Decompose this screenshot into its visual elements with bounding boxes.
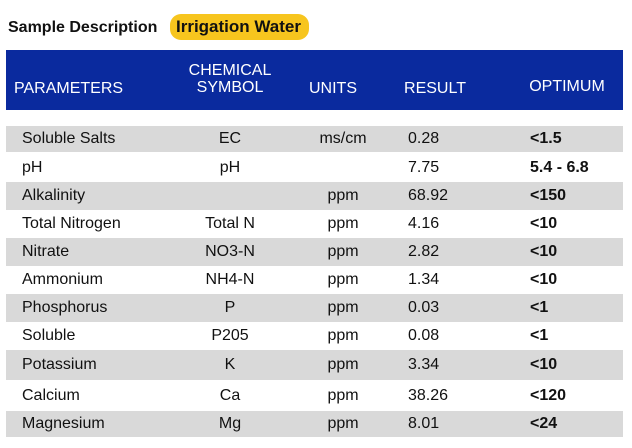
cell-parameter: Nitrate	[22, 243, 70, 260]
cell-result: 0.08	[408, 327, 440, 344]
cell-symbol: Total N	[205, 215, 255, 232]
cell-optimum: <1.5	[530, 130, 562, 147]
cell-symbol: pH	[219, 159, 241, 176]
table-row: Alkalinity ppm 68.92 <150	[6, 182, 623, 210]
table-row: pH pH 7.75 5.4 - 6.8	[6, 154, 623, 182]
cell-parameter: Calcium	[22, 387, 80, 404]
cell-units: ppm	[327, 356, 359, 373]
table-row: Ammonium NH4-N ppm 1.34 <10	[6, 266, 623, 294]
cell-optimum: <120	[530, 387, 567, 404]
cell-optimum: <24	[530, 415, 558, 432]
cell-parameter: pH	[22, 159, 43, 176]
table-row: Soluble Salts EC ms/cm 0.28 <1.5	[6, 126, 623, 152]
cell-optimum: <1	[530, 299, 549, 316]
table-row: Soluble P205 ppm 0.08 <1	[6, 322, 623, 350]
cell-parameter: Soluble	[22, 327, 76, 344]
cell-units: ms/cm	[319, 130, 367, 147]
cell-optimum: <10	[530, 356, 558, 373]
cell-optimum: <10	[530, 271, 558, 288]
cell-result: 7.75	[408, 159, 440, 176]
cell-symbol: P205	[211, 327, 249, 344]
header-optimum: OPTIMUM	[529, 78, 605, 95]
cell-optimum: <1	[530, 327, 549, 344]
cell-optimum: <10	[530, 243, 558, 260]
sample-description-label: Sample Description	[8, 19, 158, 36]
cell-parameter: Potassium	[22, 356, 97, 373]
header-parameters: PARAMETERS	[14, 80, 124, 97]
cell-result: 3.34	[408, 356, 440, 373]
cell-symbol: EC	[218, 130, 242, 147]
cell-result: 68.92	[408, 187, 449, 204]
cell-result: 8.01	[408, 415, 440, 432]
table-row: Calcium Ca ppm 38.26 <120	[6, 380, 623, 411]
cell-units: ppm	[327, 415, 359, 432]
cell-parameter: Ammonium	[22, 271, 103, 288]
cell-units: ppm	[327, 215, 359, 232]
cell-units: ppm	[327, 327, 359, 344]
cell-parameter: Total Nitrogen	[22, 215, 121, 232]
cell-units: ppm	[327, 243, 359, 260]
header-units: UNITS	[309, 80, 357, 97]
cell-units: ppm	[327, 387, 359, 404]
cell-units: ppm	[327, 187, 359, 204]
cell-optimum: <10	[530, 215, 558, 232]
table-row: Magnesium Mg ppm 8.01 <24	[6, 411, 623, 437]
cell-symbol: Mg	[218, 415, 242, 432]
cell-symbol: NO3-N	[205, 243, 255, 260]
cell-optimum: <150	[530, 187, 567, 204]
cell-optimum: 5.4 - 6.8	[530, 159, 589, 176]
cell-parameter: Alkalinity	[22, 187, 86, 204]
cell-result: 2.82	[408, 243, 440, 260]
header-chemical-symbol: CHEMICAL SYMBOL	[177, 62, 283, 96]
cell-result: 4.16	[408, 215, 440, 232]
header-chemical: CHEMICAL	[188, 62, 272, 79]
header-result: RESULT	[404, 80, 466, 97]
cell-result: 38.26	[408, 387, 449, 404]
table-row: Total Nitrogen Total N ppm 4.16 <10	[6, 210, 623, 238]
cell-symbol: Ca	[219, 387, 241, 404]
cell-symbol	[177, 182, 283, 210]
cell-units: ppm	[327, 271, 359, 288]
cell-units	[298, 154, 388, 182]
cell-result: 0.28	[408, 130, 440, 147]
cell-parameter: Magnesium	[22, 415, 105, 432]
sample-description-value: Irrigation Water	[170, 14, 309, 40]
cell-symbol: K	[224, 356, 236, 373]
cell-symbol: NH4-N	[205, 271, 255, 288]
cell-parameter: Phosphorus	[22, 299, 108, 316]
cell-symbol: P	[224, 299, 236, 316]
cell-parameter: Soluble Salts	[22, 130, 116, 147]
header-symbol: SYMBOL	[196, 79, 264, 96]
table-header: PARAMETERS CHEMICAL SYMBOL UNITS RESULT …	[6, 50, 623, 110]
cell-result: 1.34	[408, 271, 440, 288]
cell-units: ppm	[327, 299, 359, 316]
table-row: Nitrate NO3-N ppm 2.82 <10	[6, 238, 623, 266]
cell-result: 0.03	[408, 299, 440, 316]
